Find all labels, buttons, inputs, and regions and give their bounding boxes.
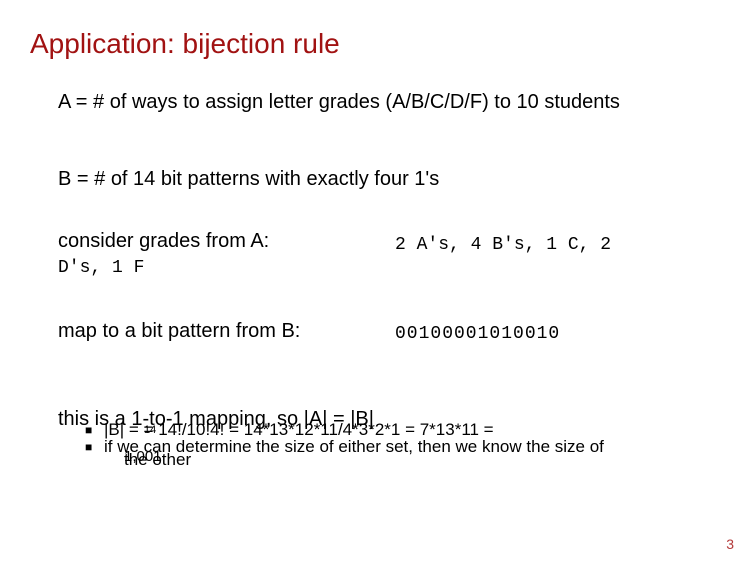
example-grades-left: D's, 1 F [58, 258, 144, 278]
bullet-1-sub: 14 [144, 424, 156, 436]
slide-title: Application: bijection rule [30, 28, 340, 60]
map-label: map to a bit pattern from B: [58, 320, 300, 343]
page-number: 3 [726, 536, 734, 552]
bit-pattern: 00100001010010 [395, 324, 560, 344]
example-grades-right: 2 A's, 4 B's, 1 C, 2 [395, 235, 611, 255]
consider-label: consider grades from A: [58, 230, 269, 253]
slide: Application: bijection rule A = # of way… [0, 0, 756, 576]
bullet-overlap-value: 1,001 [124, 448, 162, 465]
definition-b: B = # of 14 bit patterns with exactly fo… [58, 168, 439, 191]
definition-a: A = # of ways to assign letter grades (A… [58, 90, 726, 115]
bullet-icon: ■ [85, 440, 92, 454]
bullet-icon: ■ [85, 423, 92, 437]
